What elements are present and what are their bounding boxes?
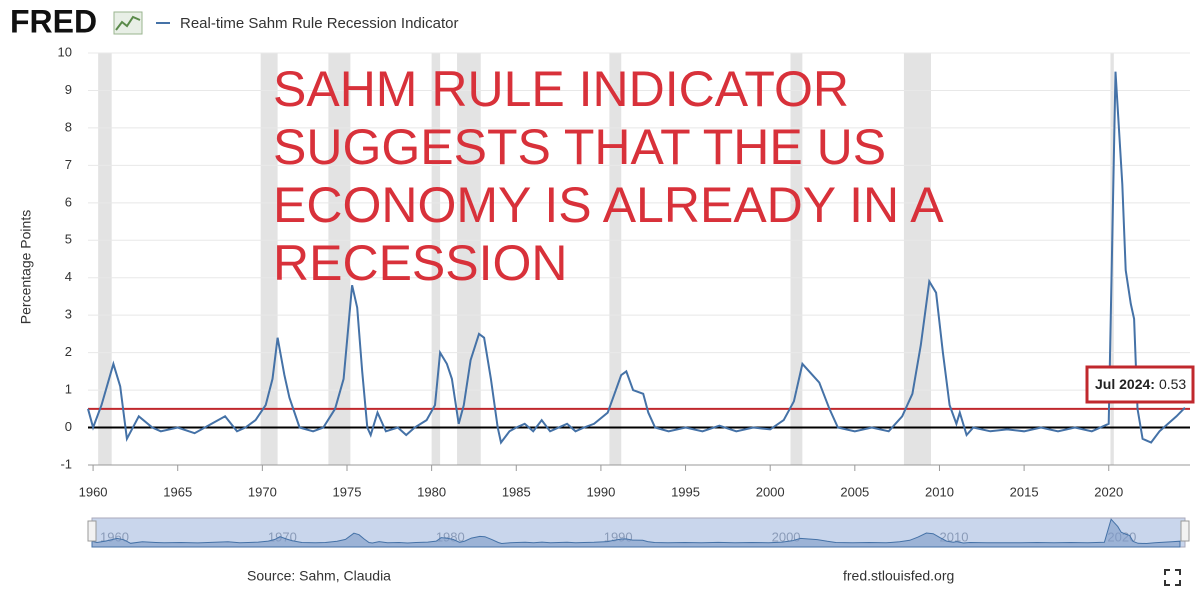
y-axis-label: Percentage Points xyxy=(18,210,34,324)
y-tick-label: 3 xyxy=(65,307,72,322)
y-tick-label: 5 xyxy=(65,232,72,247)
logo-icon xyxy=(113,11,143,35)
x-tick-label: 2015 xyxy=(1010,484,1039,499)
site-link[interactable]: fred.stlouisfed.org xyxy=(843,568,954,584)
logo: FRED xyxy=(10,3,97,39)
fullscreen-icon[interactable] xyxy=(1164,569,1181,586)
x-tick-label: 1995 xyxy=(671,484,700,499)
annotation: ECONOMY IS ALREADY IN A xyxy=(273,177,944,233)
annotation: SAHM RULE INDICATOR xyxy=(273,61,849,117)
x-tick-label: 1980 xyxy=(417,484,446,499)
recession-band xyxy=(903,53,932,465)
x-tick-label: 1975 xyxy=(333,484,362,499)
recession-band xyxy=(609,53,622,465)
recession-band xyxy=(790,53,803,465)
y-tick-label: -1 xyxy=(60,456,72,471)
y-tick-label: 9 xyxy=(65,82,72,97)
source: Source: Sahm, Claudia xyxy=(247,568,391,584)
tooltip-value: 0.53 xyxy=(1159,376,1186,392)
x-tick-label: 2020 xyxy=(1094,484,1123,499)
x-tick-label: 1970 xyxy=(248,484,277,499)
tooltip: Jul 2024: 0.53 xyxy=(1095,376,1186,392)
plot-area: -1 0 1 2 3 4 5 6 7 8 9 10 1960 1965 1970 1975 1980 1985 19… xyxy=(58,44,1195,548)
navigator-handle[interactable] xyxy=(1180,520,1190,542)
legend-label: Real-time Sahm Rule Recession Indicator xyxy=(180,15,458,32)
x-tick-label: 2005 xyxy=(840,484,869,499)
y-tick-label: 4 xyxy=(65,269,72,284)
tooltip-date: Jul 2024: xyxy=(1095,376,1155,392)
x-tick-label: 2000 xyxy=(756,484,785,499)
navigator-area xyxy=(91,518,1181,548)
series-line xyxy=(87,71,1186,445)
x-tick-label: 1965 xyxy=(163,484,192,499)
y-tick-label: 2 xyxy=(65,344,72,359)
recession-band xyxy=(457,53,481,465)
navigator-handle[interactable] xyxy=(87,520,97,542)
x-tick-label: 1960 xyxy=(79,484,108,499)
recession-band xyxy=(431,53,441,465)
annotation: SUGGESTS THAT THE US xyxy=(273,119,886,175)
tooltip-box xyxy=(1085,365,1195,404)
y-tick-label: 6 xyxy=(65,194,72,209)
y-tick-label: 8 xyxy=(65,119,72,134)
x-tick-label: 1990 xyxy=(586,484,615,499)
y-tick-label: 1 xyxy=(65,382,72,397)
recession-band xyxy=(260,53,278,465)
x-tick-label: 2010 xyxy=(925,484,954,499)
recession-band xyxy=(98,53,112,465)
x-tick-label: 1985 xyxy=(502,484,531,499)
y-tick-label: 0 xyxy=(65,419,72,434)
y-tick-label: 7 xyxy=(65,157,72,172)
y-tick-label: 10 xyxy=(58,44,72,59)
annotation: RECESSION xyxy=(273,235,568,291)
